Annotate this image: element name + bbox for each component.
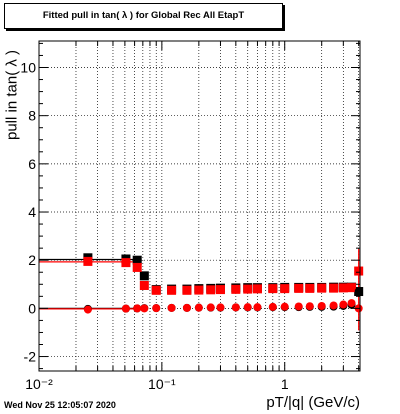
data-point-circle (152, 304, 161, 313)
data-point-square (139, 271, 149, 281)
data-point-circle (305, 302, 314, 311)
x-axis-title: pT/|q| (GeV/c) (266, 394, 360, 411)
data-point-square (252, 284, 262, 294)
data-point-square (121, 258, 131, 268)
data-point-circle (329, 301, 338, 310)
data-point-square (294, 283, 304, 293)
data-point-square (182, 285, 192, 295)
grid-lines (38, 41, 360, 371)
data-point-circle (268, 302, 277, 311)
data-point-circle (253, 303, 262, 312)
data-point-circle (347, 299, 356, 308)
x-tick-label: 10⁻¹ (148, 376, 176, 392)
y-tick-label: 10 (20, 59, 36, 75)
plot-frame (38, 40, 361, 372)
data-point-square (329, 283, 339, 293)
y-axis-title: pull in tan( λ ) (2, 40, 22, 150)
y-tick-label: 2 (28, 252, 36, 268)
data-point-square (132, 262, 142, 272)
data-point-circle (83, 305, 92, 314)
data-point-circle (243, 303, 252, 312)
data-point-square (280, 284, 290, 294)
data-markers (83, 253, 364, 314)
tick-labels: -2 0 2 4 6 8 10 10⁻² 10⁻¹ 1 (20, 59, 288, 392)
data-point-square (167, 285, 177, 295)
y-axis-label: pull in tan( λ ) (3, 49, 21, 141)
y-tick-label: 6 (28, 156, 36, 172)
data-point-square (231, 284, 241, 294)
data-point-square (354, 266, 364, 276)
data-point-circle (339, 300, 348, 309)
x-tick-label: 1 (281, 376, 289, 392)
data-point-circle (231, 303, 240, 312)
chart-title: Fitted pull in tan( λ ) for Global Rec A… (42, 10, 245, 21)
data-point-square (243, 284, 253, 294)
data-point-circle (294, 302, 303, 311)
data-point-circle (133, 304, 142, 313)
data-point-circle (216, 303, 225, 312)
data-point-square (347, 283, 357, 293)
x-tick-label: 10⁻² (25, 376, 53, 392)
y-tick-label: 8 (28, 108, 36, 124)
data-point-circle (121, 304, 130, 313)
y-tick-label: -2 (24, 349, 37, 365)
data-point-square (215, 285, 225, 295)
y-tick-label: 0 (28, 300, 36, 316)
data-point-circle (182, 303, 191, 312)
data-point-circle (206, 303, 215, 312)
data-point-circle (354, 287, 363, 296)
data-point-square (151, 285, 161, 295)
data-point-square (83, 256, 93, 266)
data-point-square (338, 283, 348, 293)
data-point-circle (167, 303, 176, 312)
chart-title-box: Fitted pull in tan( λ ) for Global Rec A… (4, 3, 283, 29)
data-point-circle (280, 302, 289, 311)
timestamp: Wed Nov 25 12:05:07 2020 (4, 400, 116, 410)
data-point-square (268, 284, 278, 294)
axis-ticks (38, 41, 360, 371)
data-point-square (206, 285, 216, 295)
data-point-circle (140, 304, 149, 313)
data-point-square (194, 285, 204, 295)
y-tick-label: 4 (28, 204, 36, 220)
data-point-circle (194, 303, 203, 312)
data-point-square (305, 283, 315, 293)
data-point-circle (317, 301, 326, 310)
data-point-square (132, 255, 142, 265)
data-point-square (317, 283, 327, 293)
data-point-square (139, 280, 149, 290)
